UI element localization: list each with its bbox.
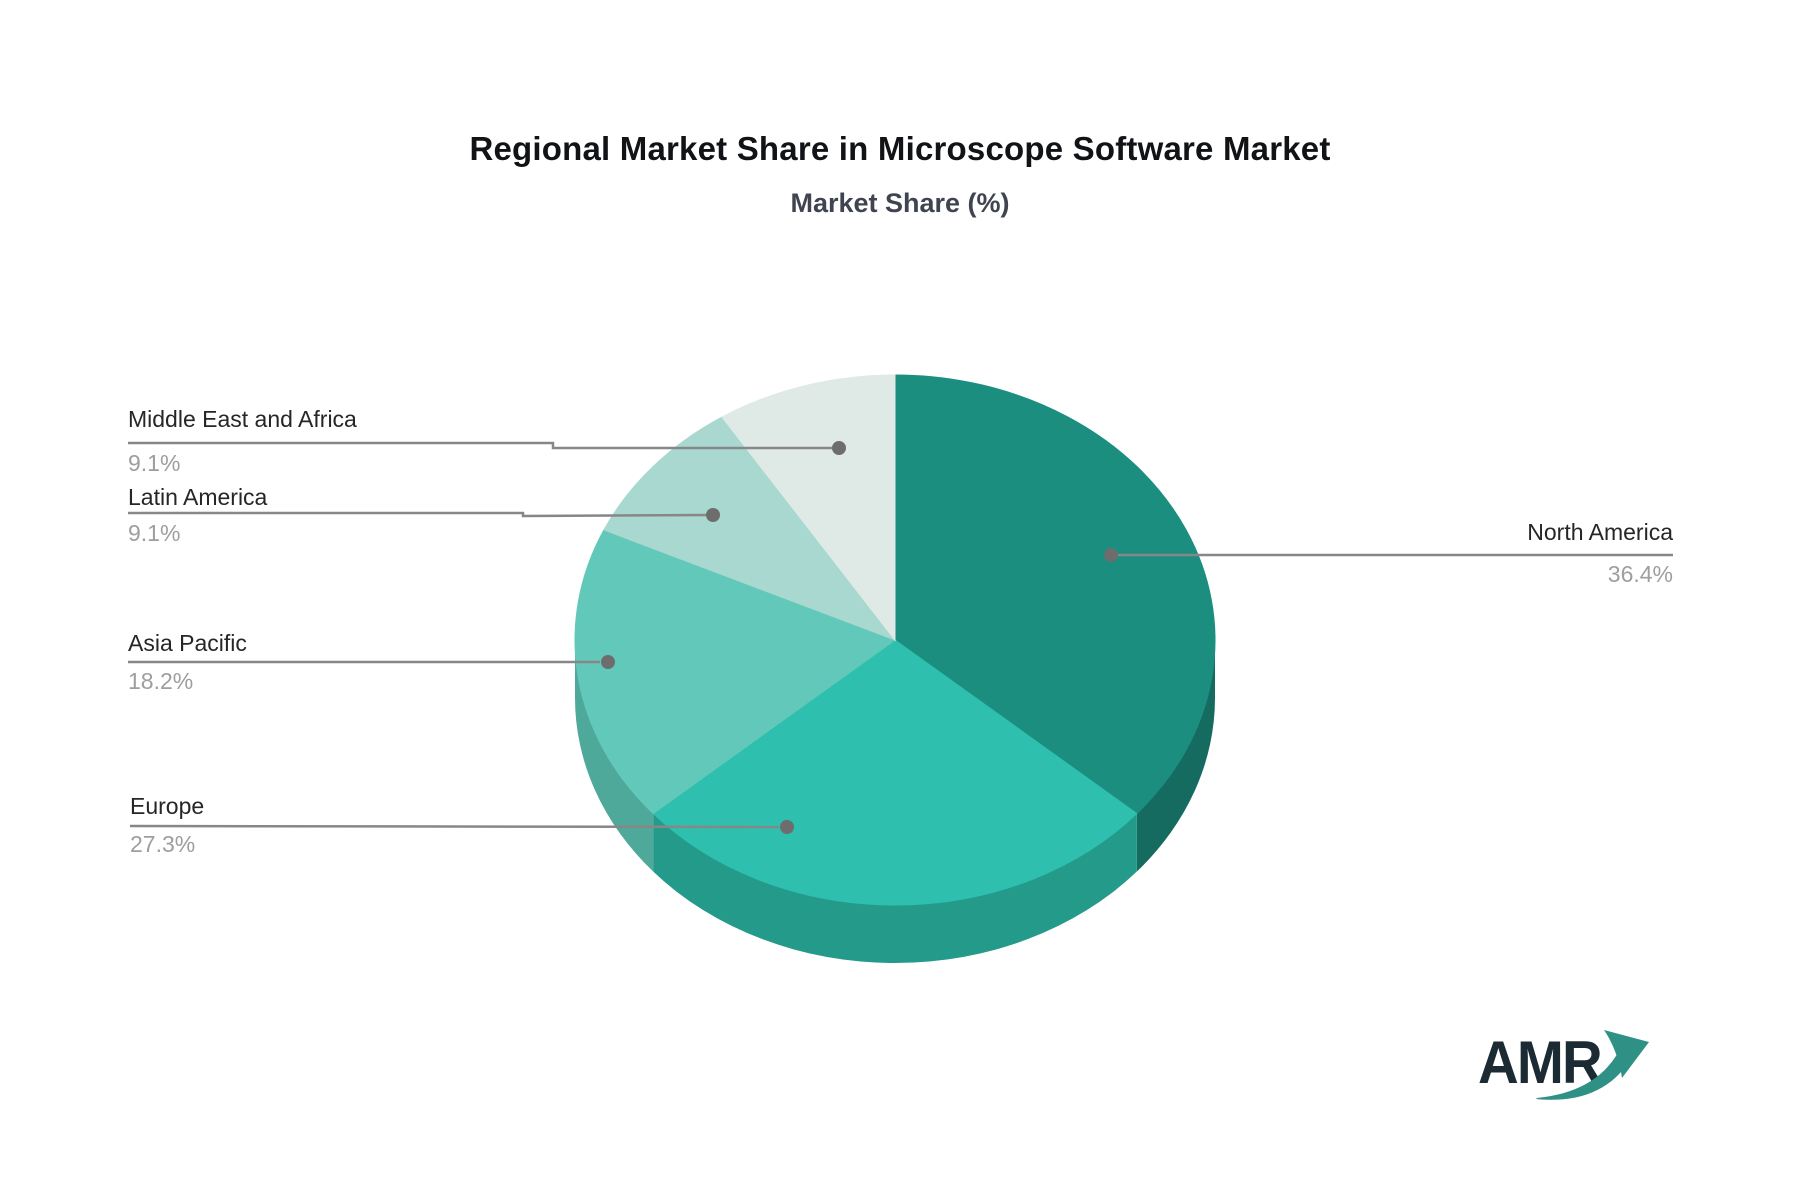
callout-asia-pacific-pct: 18.2% xyxy=(128,668,193,694)
callout-europe: Europe xyxy=(130,793,204,819)
slice-percent: 36.4% xyxy=(1607,561,1673,587)
pie-slice-europe[interactable] xyxy=(652,639,1138,906)
pie-slice-latin-america[interactable] xyxy=(603,416,897,642)
callout-middle-east-and-africa: Middle East and Africa xyxy=(128,406,357,432)
slice-label: Asia Pacific xyxy=(128,630,247,656)
slice-percent: 18.2% xyxy=(128,668,194,694)
callout-north-america: North America xyxy=(1527,519,1673,545)
callout-middle-east-and-africa-pct: 9.1% xyxy=(128,450,180,476)
leader-dot-north-america xyxy=(1104,548,1118,562)
chart-subtitle: Market Share (%) xyxy=(790,188,1010,218)
slice-percent: 27.3% xyxy=(130,831,196,857)
leader-dot-europe xyxy=(780,820,794,834)
leader-dot-latin-america xyxy=(706,508,720,522)
leader-line-middle-east-and-africa xyxy=(128,441,832,450)
slice-label: Latin America xyxy=(128,484,268,510)
pie-slice-side-asia-pacific xyxy=(575,640,654,872)
callout-north-america-pct: 36.4% xyxy=(1608,561,1673,587)
amr-logo: AMR xyxy=(1478,1028,1708,1118)
callout-latin-america: Latin America xyxy=(128,484,267,510)
amr-logo-text: AMR xyxy=(1478,1029,1603,1096)
slice-label: North America xyxy=(1527,519,1673,545)
leader-line-europe xyxy=(129,824,780,829)
callout-asia-pacific: Asia Pacific xyxy=(128,630,247,656)
pie-slice-north-america[interactable] xyxy=(894,374,1216,815)
leader-dot-middle-east-and-africa xyxy=(832,441,846,455)
slice-percent: 9.1% xyxy=(128,450,181,476)
slice-label: Europe xyxy=(130,793,205,819)
slice-percent: 9.1% xyxy=(128,520,181,546)
chart-title: Regional Market Share in Microscope Soft… xyxy=(469,130,1331,167)
leader-dot-asia-pacific xyxy=(601,655,615,669)
pie-slice-side-north-america xyxy=(1136,640,1215,872)
callout-latin-america-pct: 9.1% xyxy=(128,520,180,546)
amr-logo-arrow-icon xyxy=(1536,1030,1649,1100)
callout-europe-pct: 27.3% xyxy=(130,831,195,857)
leader-line-latin-america xyxy=(128,511,707,518)
pie-slice-asia-pacific[interactable] xyxy=(574,529,897,815)
pie-slice-side-europe xyxy=(653,813,1137,964)
pie-slice-middle-east-and-africa[interactable] xyxy=(721,374,896,642)
slice-label: Middle East and Africa xyxy=(128,406,357,432)
